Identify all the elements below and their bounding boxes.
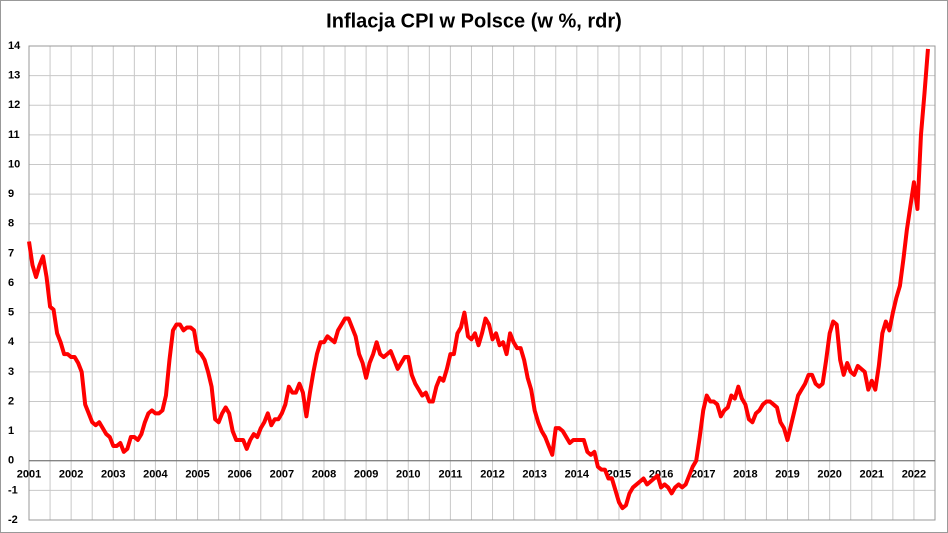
x-tick-label: 2004 <box>143 469 168 481</box>
x-tick-label: 2014 <box>565 469 590 481</box>
y-tick-label: 7 <box>8 247 14 259</box>
plot-border <box>28 45 936 521</box>
y-tick-label: 5 <box>8 307 14 319</box>
y-tick-label: 6 <box>8 277 14 289</box>
y-tick-label: 4 <box>8 336 15 348</box>
y-tick-label: 12 <box>8 99 20 111</box>
x-tick-label: 2007 <box>270 469 294 481</box>
y-tick-label: -2 <box>8 514 18 526</box>
y-tick-label: 10 <box>8 158 20 170</box>
x-tick-label: 2022 <box>902 469 926 481</box>
x-tick-label: 2018 <box>733 469 757 481</box>
y-tick-label: 11 <box>8 129 20 141</box>
x-tick-label: 2019 <box>775 469 799 481</box>
x-tick-label: 2010 <box>396 469 420 481</box>
x-tick-label: 2017 <box>691 469 715 481</box>
y-tick-label: 8 <box>8 218 14 230</box>
line <box>27 48 930 511</box>
y-tick-label: 1 <box>8 425 14 437</box>
y-tick-label: 13 <box>8 70 20 82</box>
x-tick-label: 2008 <box>312 469 336 481</box>
y-tick-label: 14 <box>8 40 21 52</box>
y-tick-label: 0 <box>8 455 14 467</box>
x-tick-label: 2011 <box>438 469 462 481</box>
y-tick-label: -1 <box>8 484 18 496</box>
x-tick-label: 2009 <box>354 469 378 481</box>
x-tick-label: 2013 <box>522 469 546 481</box>
x-tick-label: 2006 <box>227 469 251 481</box>
x-tick-label: 2002 <box>59 469 83 481</box>
x-tick-label: 2003 <box>101 469 125 481</box>
y-tick-label: 9 <box>8 188 14 200</box>
chart-title: Inflacja CPI w Polsce (w %, rdr) <box>326 10 622 32</box>
x-tick-label: 2012 <box>480 469 504 481</box>
y-tick-label: 2 <box>8 395 14 407</box>
y-tick-label: 3 <box>8 366 14 378</box>
x-tick-label: 2021 <box>860 469 884 481</box>
x-tick-label: 2005 <box>185 469 209 481</box>
x-tick-label: 2020 <box>817 469 841 481</box>
